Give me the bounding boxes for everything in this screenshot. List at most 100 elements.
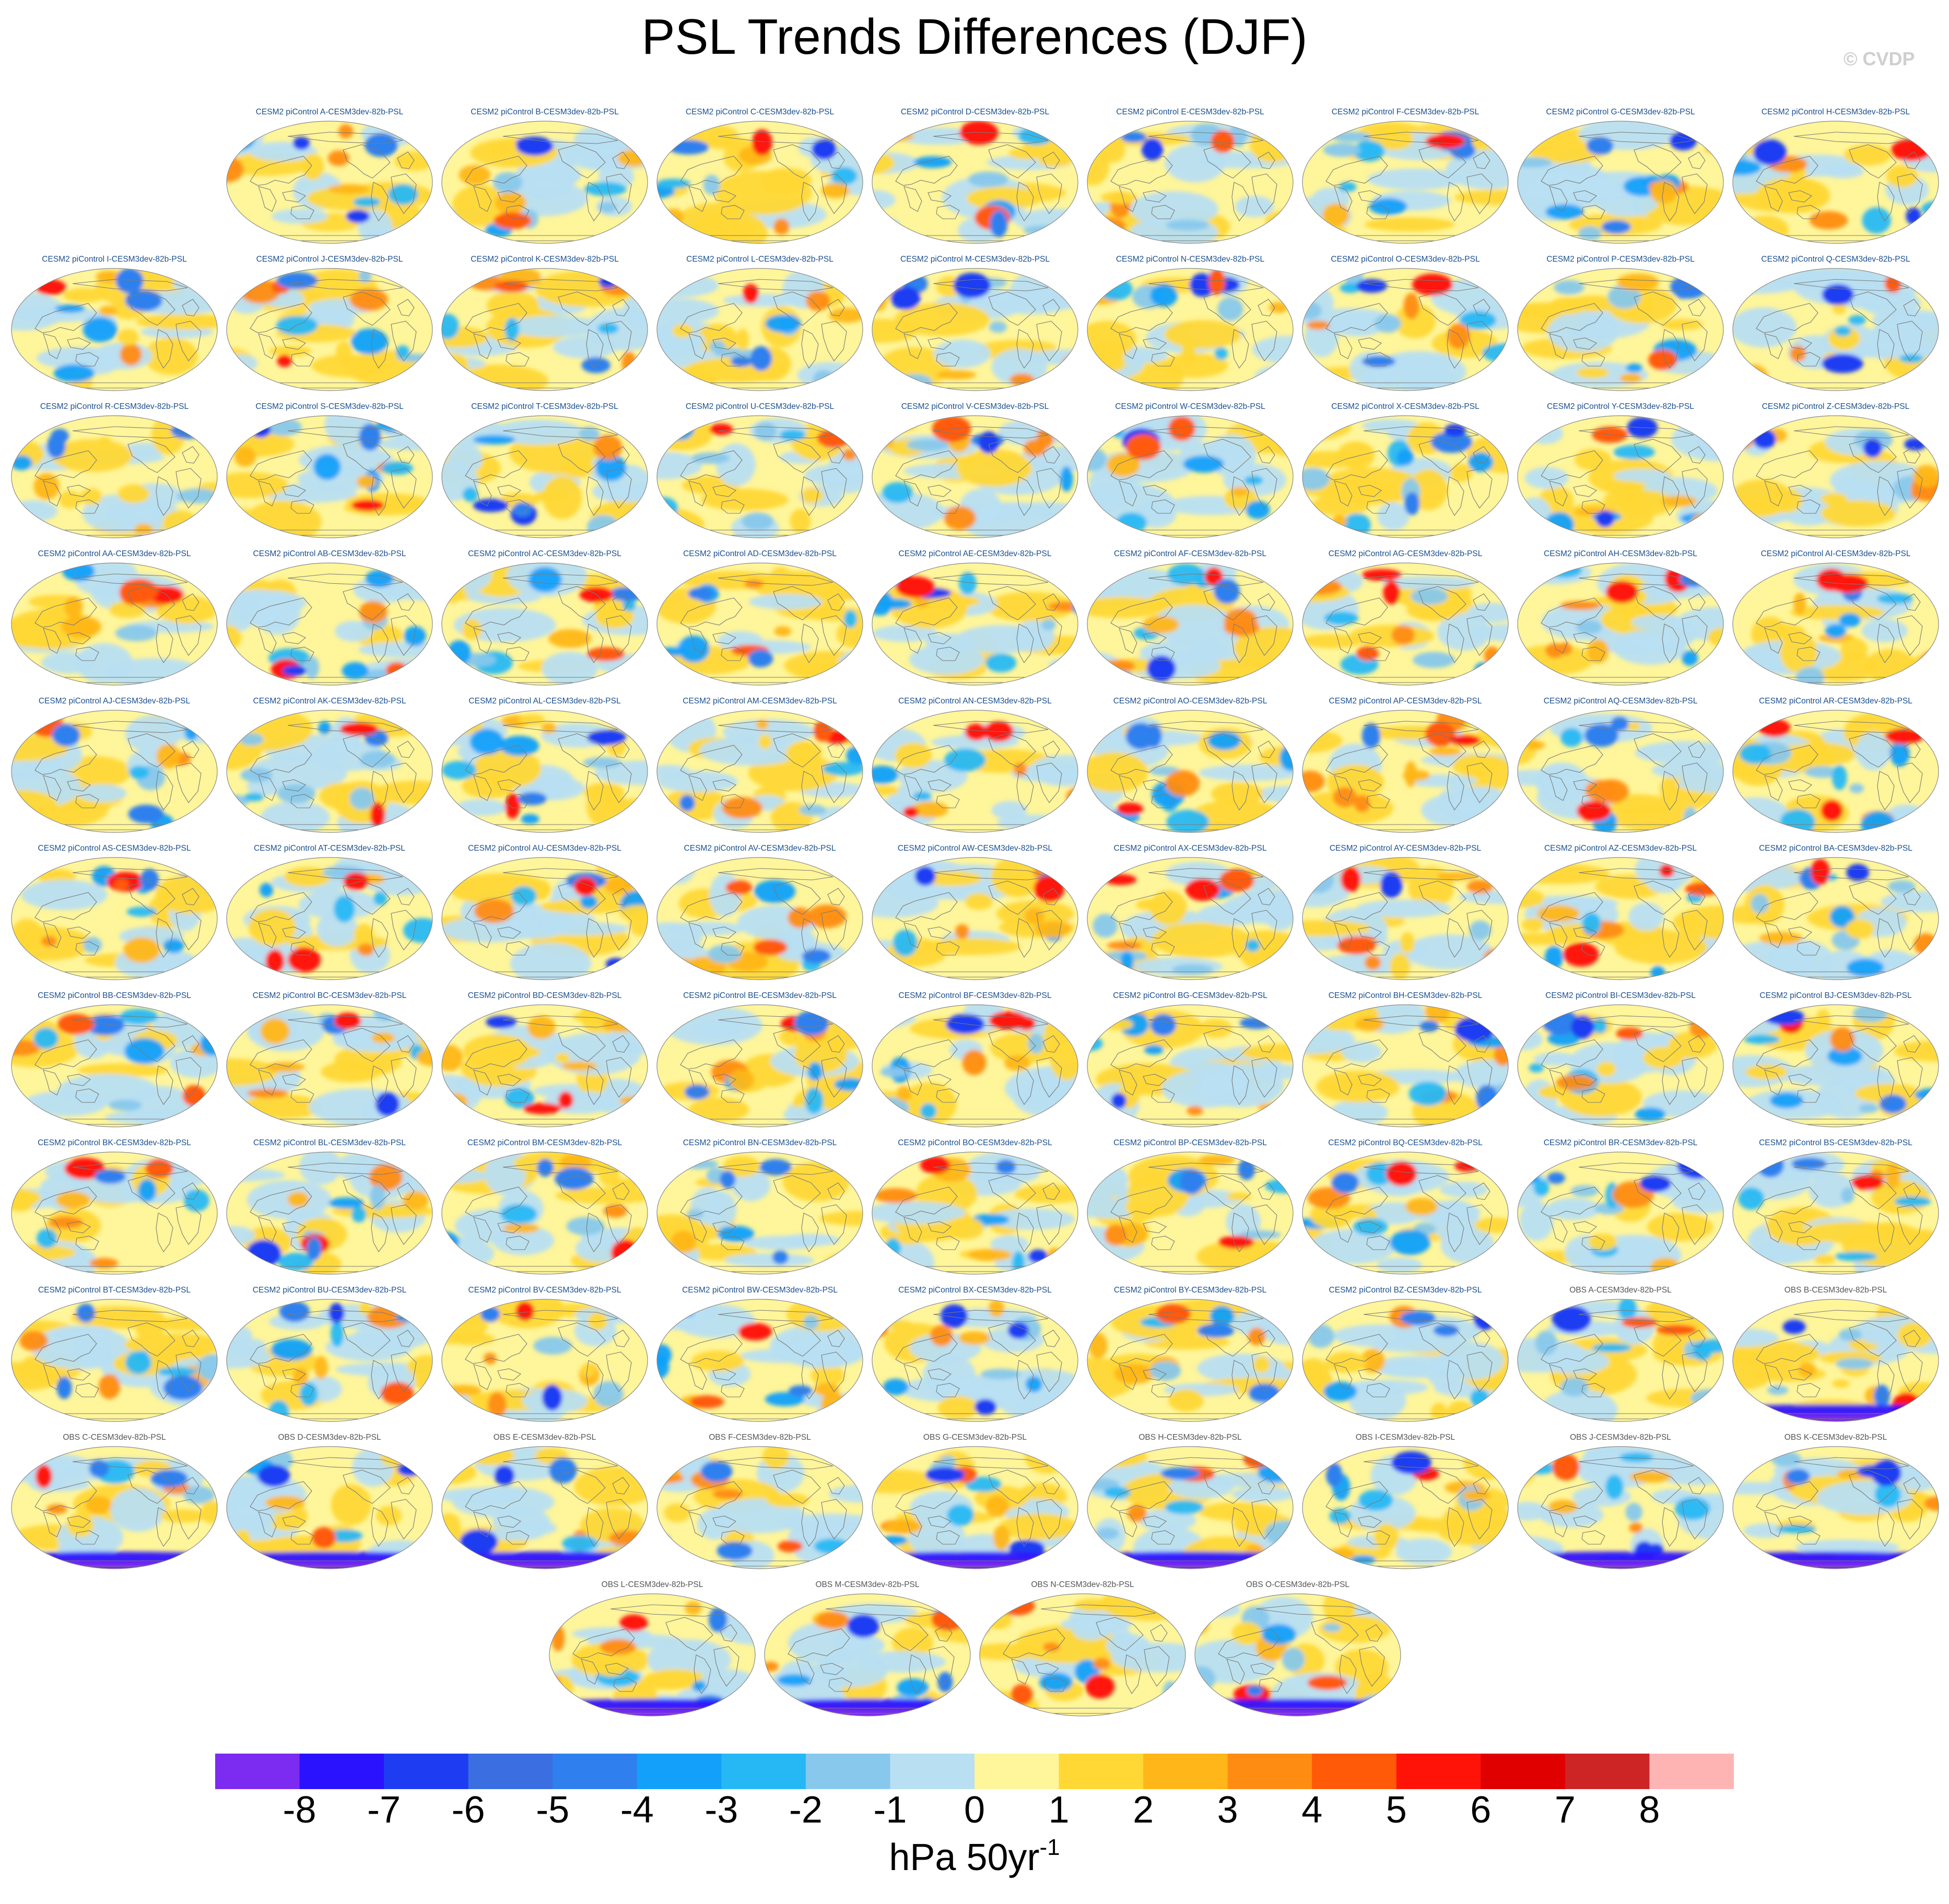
continent-outline <box>1903 593 1921 611</box>
continent-outline <box>586 1507 604 1547</box>
field-anomaly-blob <box>925 1467 965 1483</box>
continent-outline <box>1110 1186 1173 1217</box>
map-border <box>872 268 1078 391</box>
continent-outline <box>473 628 492 654</box>
field-anomaly-blob <box>227 800 237 809</box>
continent-outline <box>1334 333 1353 359</box>
field-anomaly-blob <box>903 806 919 818</box>
continent-outline <box>67 1515 91 1528</box>
field-anomaly-blob <box>442 868 457 892</box>
field-anomaly-blob <box>1012 1251 1025 1274</box>
map-panel: CESM2 piControl AK-CESM3dev-82b-PSL <box>224 697 436 838</box>
continent-outline <box>1334 922 1353 948</box>
field-anomaly-blob <box>452 1486 555 1518</box>
continent-outline <box>343 1175 391 1209</box>
continent-outline <box>1662 1213 1680 1253</box>
continent-outline <box>1325 745 1388 775</box>
field-anomaly-blob <box>610 1239 640 1267</box>
continent-outline <box>182 593 199 611</box>
continent-outline <box>43 333 62 359</box>
field-anomaly-blob <box>937 370 976 380</box>
field-anomaly-blob <box>1322 203 1349 227</box>
continent-outline <box>1849 1470 1897 1504</box>
map-border <box>226 121 433 244</box>
panel-title: CESM2 piControl N-CESM3dev-82b-PSL <box>1116 255 1265 264</box>
continent-outline <box>801 1360 819 1400</box>
continent-outline <box>1573 1074 1598 1086</box>
continent-outline <box>1151 794 1175 808</box>
field-anomaly-blob <box>752 129 772 156</box>
continent-outline <box>1231 329 1249 369</box>
continent-outline <box>371 624 389 664</box>
field-anomaly-blob <box>913 792 932 801</box>
continent-outline <box>1203 1322 1251 1357</box>
field-anomaly-blob <box>772 1250 789 1265</box>
continent-outline <box>1466 173 1493 214</box>
panel-title: CESM2 piControl BW-CESM3dev-82b-PSL <box>682 1286 838 1295</box>
field-anomaly-blob <box>617 149 648 167</box>
continent-outline <box>465 156 527 186</box>
colorbar-swatch <box>299 1754 384 1789</box>
continent-outline <box>182 299 199 316</box>
continent-outline <box>1897 615 1923 656</box>
continent-outline <box>933 1162 1049 1175</box>
continent-outline <box>287 1457 403 1470</box>
field-anomaly-blob <box>77 784 127 803</box>
field-anomaly-blob <box>227 354 258 372</box>
field-anomaly-blob <box>330 1320 344 1347</box>
continent-outline <box>1143 337 1167 350</box>
field-anomaly-blob <box>1528 422 1563 444</box>
field-anomaly-blob <box>594 760 648 785</box>
map-panel: CESM2 piControl AC-CESM3dev-82b-PSL <box>439 549 651 690</box>
field-anomaly-blob <box>1647 1213 1713 1242</box>
field-anomaly-blob <box>356 475 377 488</box>
continent-outline <box>34 1039 97 1069</box>
continent-outline <box>933 1457 1049 1470</box>
continent-outline <box>175 468 202 509</box>
field-anomaly-blob <box>614 1408 641 1418</box>
field-anomaly-blob <box>11 652 24 671</box>
panel-title: CESM2 piControl AH-CESM3dev-82b-PSL <box>1544 549 1697 558</box>
field-anomaly-blob <box>1560 601 1601 610</box>
continent-outline <box>927 1515 952 1528</box>
global-map <box>1517 1299 1724 1422</box>
map-border <box>1302 1446 1509 1569</box>
map-panel: CESM2 piControl R-CESM3dev-82b-PSL <box>8 402 220 543</box>
continent-outline <box>1541 450 1603 480</box>
colorbar-swatch <box>215 1754 300 1789</box>
continent-outline <box>1756 597 1818 628</box>
field-anomaly-blob <box>1042 1642 1060 1652</box>
continent-outline <box>988 880 1036 915</box>
continent-outline <box>465 745 527 775</box>
colorbar-tick-label: 3 <box>1217 1789 1238 1831</box>
map-panel: OBS C-CESM3dev-82b-PSL <box>8 1433 220 1574</box>
field-anomaly-blob <box>1424 1005 1450 1023</box>
global-map <box>226 121 433 244</box>
field-anomaly-blob <box>1219 868 1254 892</box>
field-anomaly-blob <box>1535 372 1554 382</box>
field-anomaly-blob <box>995 1159 1016 1174</box>
field-anomaly-blob <box>774 626 792 637</box>
continent-outline <box>988 291 1036 326</box>
continent-outline <box>712 1074 737 1086</box>
continent-outline <box>72 573 188 586</box>
continent-outline <box>1366 647 1390 661</box>
field-anomaly-blob <box>1104 1224 1127 1246</box>
panel-title: CESM2 piControl AN-CESM3dev-82b-PSL <box>898 697 1052 706</box>
field-anomaly-blob <box>1707 1314 1723 1334</box>
field-anomaly-blob <box>1844 144 1892 166</box>
field-anomaly-blob <box>1162 353 1228 378</box>
continent-outline <box>1418 1470 1466 1504</box>
field-anomaly-blob <box>1231 1487 1293 1502</box>
continent-outline <box>1682 173 1708 214</box>
global-map <box>1517 268 1724 391</box>
panel-title: CESM2 piControl AO-CESM3dev-82b-PSL <box>1113 697 1267 706</box>
field-anomaly-blob <box>342 662 369 679</box>
field-anomaly-blob <box>1189 273 1215 297</box>
continent-outline <box>371 918 389 958</box>
continent-outline <box>465 303 527 333</box>
continent-outline <box>397 1035 415 1053</box>
continent-outline <box>1119 1364 1137 1390</box>
field-anomaly-blob <box>594 1660 626 1677</box>
field-anomaly-blob <box>1767 1385 1789 1395</box>
